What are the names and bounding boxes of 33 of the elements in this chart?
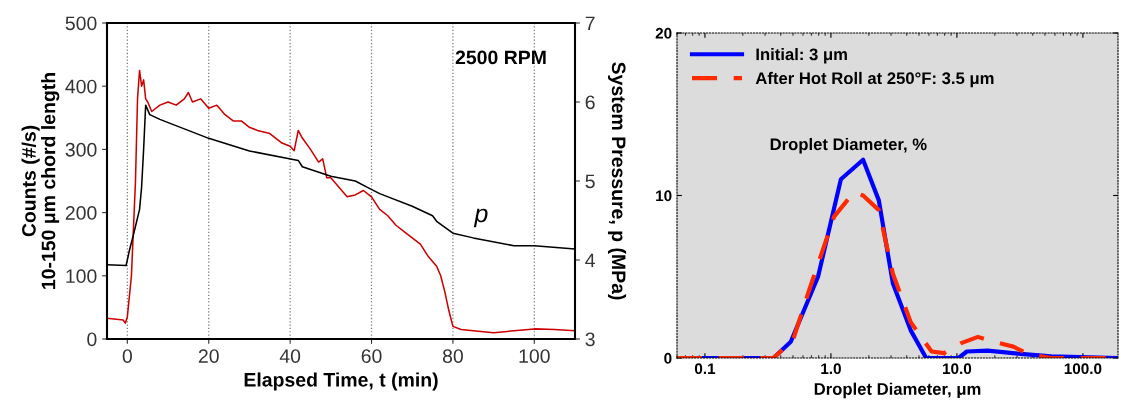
x-axis-title: Droplet Diameter, μm (814, 382, 981, 399)
y2-tick-label: 7 (585, 16, 595, 31)
y-tick-label: 500 (65, 16, 97, 31)
y2-tick-label: 3 (585, 332, 595, 347)
annotation: Droplet Diameter, % (770, 137, 927, 154)
x-tick-label: 20 (198, 349, 219, 363)
x-tick-label: 10.0 (943, 363, 972, 375)
legend-label: Initial: 3 μm (756, 48, 847, 64)
y-tick-label: 20 (655, 27, 672, 39)
y2-tick-label: 4 (585, 253, 595, 268)
x-tick-label: 0 (122, 349, 132, 363)
x-tick-label: 40 (279, 349, 301, 363)
y-tick-label: 300 (65, 142, 97, 157)
x-tick-label: 100.0 (1064, 363, 1102, 375)
annotation: p (473, 208, 488, 228)
x-tick-label: 60 (361, 349, 382, 363)
y-tick-label: 400 (65, 79, 97, 94)
line-series (107, 69, 575, 334)
y-axis-title: Counts (#/s) 10-150 μm chord length (21, 73, 60, 289)
y-tick-label: 100 (66, 269, 97, 284)
y2-tick-label: 6 (585, 95, 595, 110)
y-tick-label: 0 (87, 332, 97, 347)
annotation: 2500 RPM (455, 50, 546, 65)
x-tick-label: 80 (442, 349, 463, 363)
y-tick-label: 200 (65, 206, 97, 220)
y2-axis-title: System Pressure, p (MPa) (607, 62, 627, 300)
x-axis-title: Elapsed Time, t (min) (244, 372, 438, 391)
y-tick-label: 10 (656, 190, 672, 202)
x-tick-label: 100 (519, 349, 550, 363)
x-tick-label: 1.0 (821, 363, 841, 375)
legend-label: After Hot Roll at 250°F: 3.5 μm (755, 71, 994, 88)
y2-tick-label: 5 (585, 174, 595, 189)
x-tick-label: 0.1 (694, 363, 716, 375)
